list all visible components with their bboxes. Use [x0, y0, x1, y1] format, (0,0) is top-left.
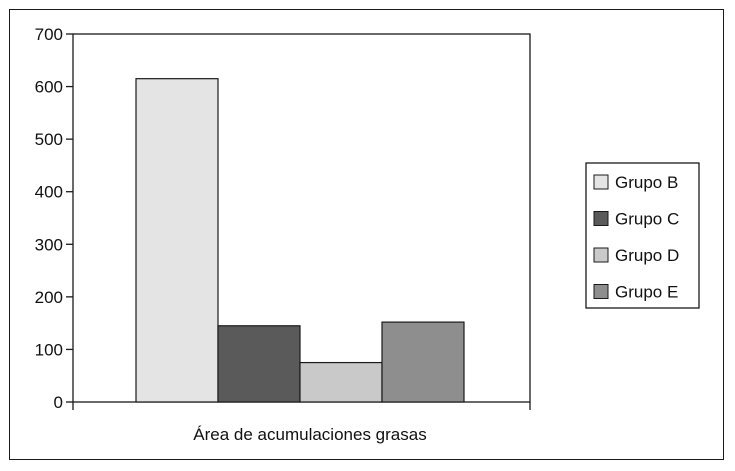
legend-label: Grupo C [615, 210, 679, 229]
y-tick-label: 700 [35, 25, 63, 44]
legend-label: Grupo B [615, 173, 678, 192]
legend-label: Grupo E [615, 283, 678, 302]
chart-frame [9, 9, 724, 460]
bar-grupo-b [135, 78, 219, 403]
y-axis: 0 100 200 300 400 500 600 700 [35, 25, 73, 412]
legend-swatch [593, 247, 609, 263]
legend-swatch [593, 211, 609, 226]
bar-grupo-d [299, 361, 383, 403]
bar-grupo-e [381, 321, 465, 403]
y-tick-label: 200 [35, 288, 63, 307]
legend-swatch [593, 284, 609, 299]
legend: Grupo B Grupo C Grupo D Grupo E [585, 162, 700, 309]
y-tick-label: 500 [35, 130, 63, 149]
y-tick-label: 100 [35, 340, 63, 359]
legend-swatch [593, 174, 609, 190]
legend-label: Grupo D [615, 246, 679, 265]
y-tick-label: 400 [35, 183, 63, 202]
bars [135, 78, 465, 403]
bar-grupo-c [217, 325, 301, 403]
x-axis-label: Área de acumulaciones grasas [193, 425, 426, 444]
y-tick-label: 300 [35, 235, 63, 254]
y-tick-label: 600 [35, 78, 63, 97]
y-tick-label: 0 [54, 393, 63, 412]
